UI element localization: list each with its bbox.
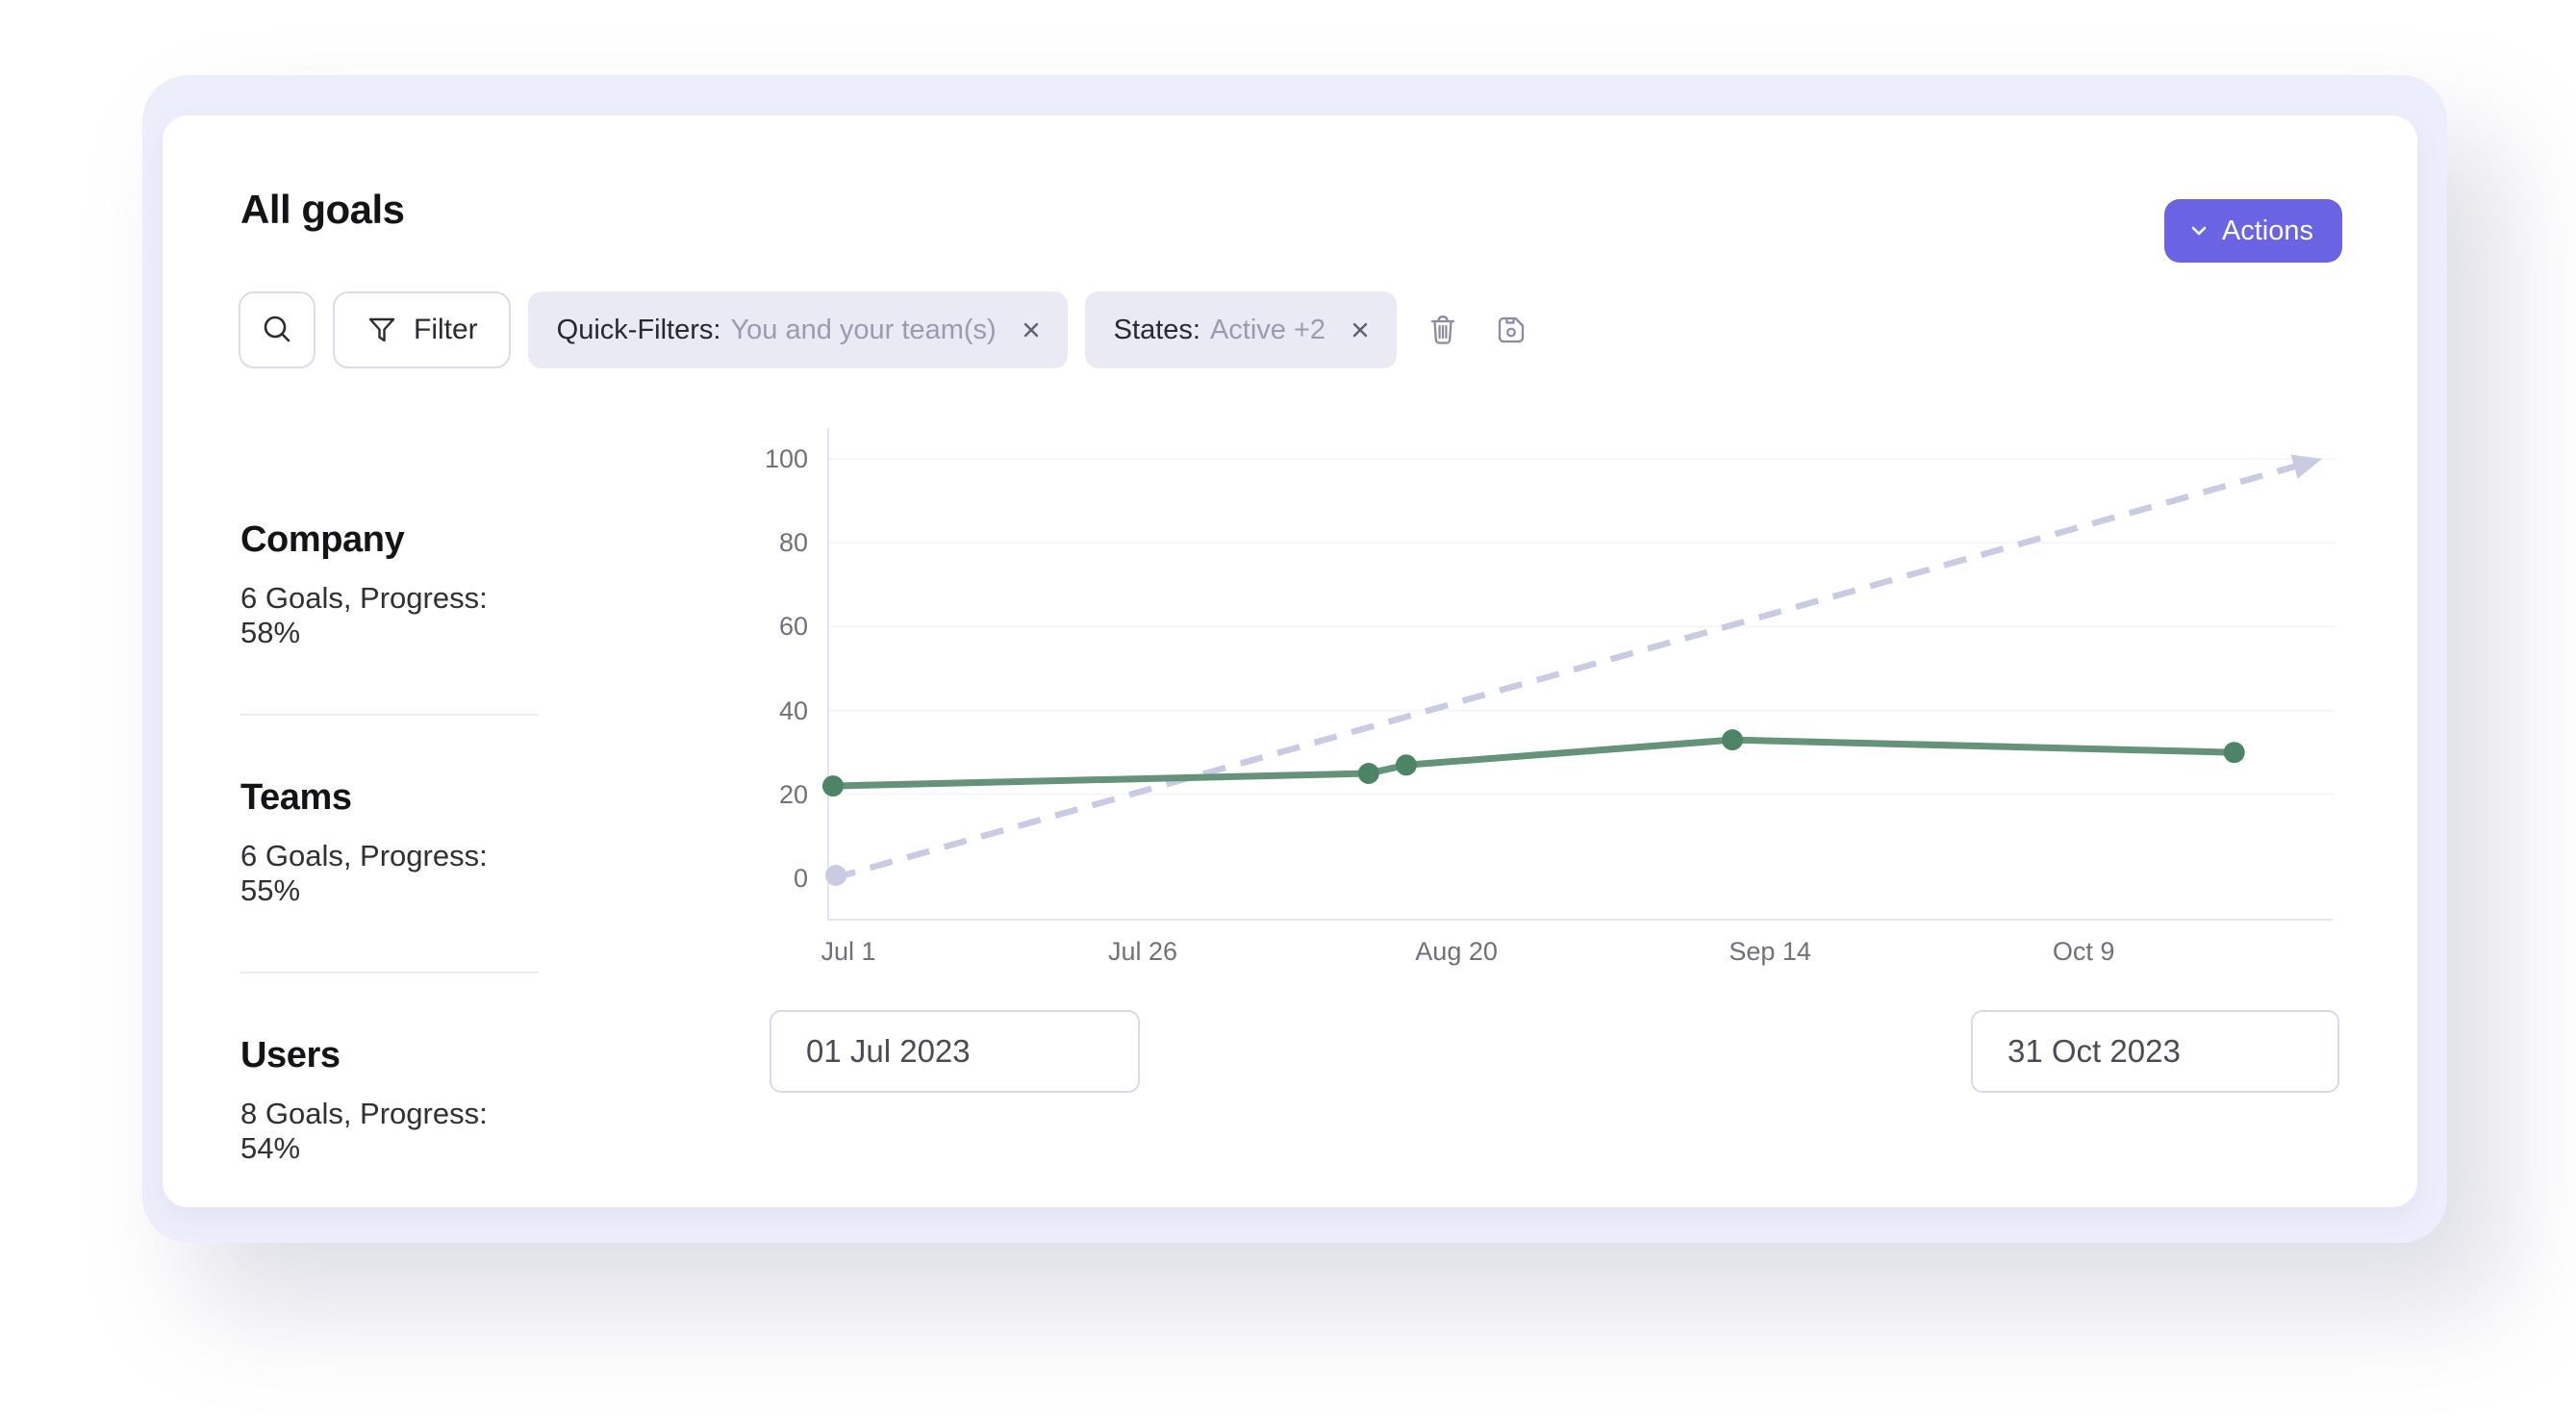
summary-group-users: Users 8 Goals, Progress: 54% [240, 1035, 539, 1166]
summary-subtitle: 6 Goals, Progress: 58% [240, 581, 488, 649]
delete-filter-button[interactable] [1422, 308, 1464, 352]
search-button[interactable] [239, 291, 316, 368]
summary-title: Teams [240, 777, 352, 818]
backdrop-panel: All goals Actions [142, 75, 2447, 1243]
page-title: All goals [240, 187, 405, 232]
filter-funnel-icon [366, 314, 398, 346]
summary-group-company: Company 6 Goals, Progress: 58% [240, 519, 539, 650]
goals-card: All goals Actions [163, 115, 2417, 1207]
divider [240, 714, 539, 716]
y-tick-label: 0 [793, 864, 808, 893]
chart-canvas [822, 454, 2335, 886]
filter-button[interactable]: Filter [333, 291, 511, 368]
filter-button-label: Filter [414, 314, 478, 345]
y-tick-label: 100 [764, 444, 808, 473]
actions-button[interactable]: Actions [2163, 199, 2342, 263]
remove-quick-filters-icon[interactable] [1020, 318, 1043, 341]
x-tick-label: Jul 26 [1108, 937, 1178, 966]
x-tick-label: Jul 1 [821, 937, 876, 966]
chip-value: You and your team(s) [730, 314, 997, 345]
summary-group-teams: Teams 6 Goals, Progress: 55% [240, 777, 539, 908]
actions-button-label: Actions [2221, 215, 2313, 246]
quick-filters-chip[interactable]: Quick-Filters: You and your team(s) [527, 291, 1068, 368]
chip-value: Active +2 [1209, 314, 1326, 345]
trash-icon [1427, 314, 1458, 346]
x-tick-label: Aug 20 [1415, 937, 1498, 966]
end-date-input[interactable] [1971, 1010, 2339, 1093]
x-tick-label: Oct 9 [2052, 937, 2115, 966]
chip-label: States: [1113, 314, 1200, 345]
summary-title: Company [240, 519, 405, 560]
summary-subtitle: 6 Goals, Progress: 55% [240, 839, 488, 907]
y-tick-label: 20 [778, 779, 808, 809]
y-tick-label: 40 [778, 695, 808, 725]
filter-toolbar: Filter Quick-Filters: You and your team(… [239, 291, 1533, 368]
progress-chart: 0 20 40 60 80 100 Jul 1 Jul 26 Aug 20 Sep 14 Oct … [765, 428, 2335, 966]
chevron-down-icon [2187, 219, 2210, 242]
y-tick-label: 60 [778, 612, 808, 642]
divider [240, 972, 539, 974]
y-tick-label: 80 [778, 528, 808, 558]
summary-subtitle: 8 Goals, Progress: 54% [240, 1097, 488, 1165]
search-icon [259, 312, 295, 348]
summary-title: Users [240, 1035, 341, 1075]
summary-panel: Company 6 Goals, Progress: 58% Teams 6 G… [240, 519, 539, 1166]
states-chip[interactable]: States: Active +2 [1084, 291, 1398, 368]
save-filter-button[interactable] [1489, 308, 1533, 352]
save-icon [1495, 314, 1528, 346]
start-date-input[interactable] [770, 1010, 1140, 1093]
chip-label: Quick-Filters: [556, 314, 721, 345]
x-tick-label: Sep 14 [1729, 937, 1811, 966]
remove-states-icon[interactable] [1349, 318, 1372, 341]
